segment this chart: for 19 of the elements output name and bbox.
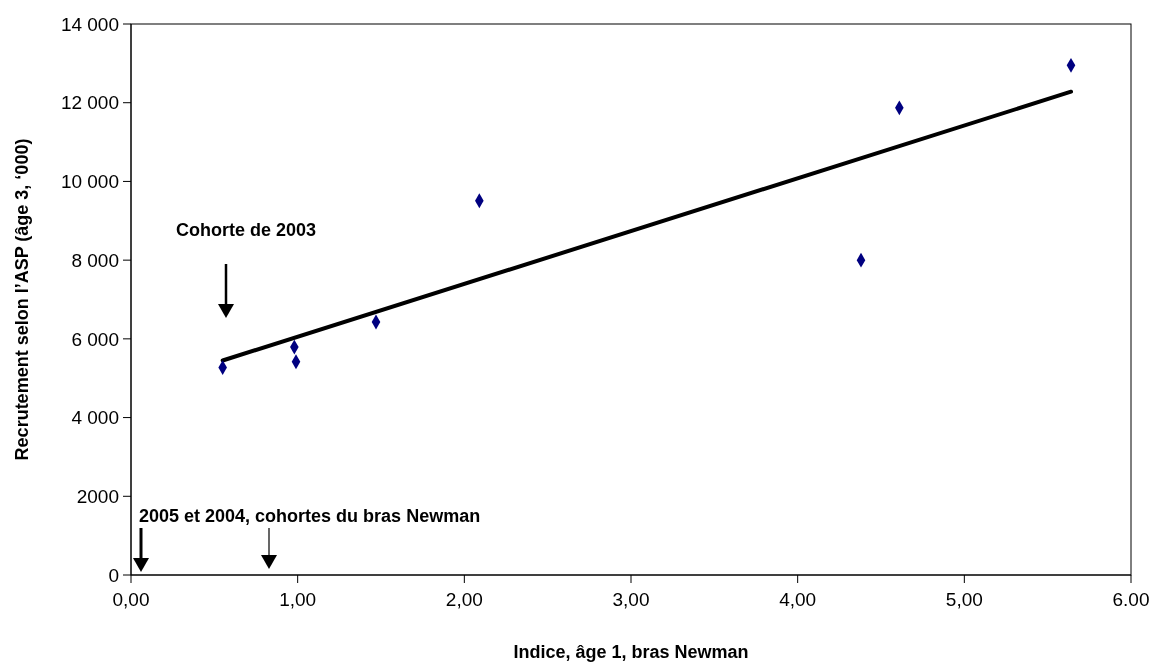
x-tick-label: 1,00 <box>279 589 317 611</box>
y-tick-label: 6 000 <box>71 328 119 350</box>
x-tick-label: 0,00 <box>112 589 150 611</box>
y-tick-label: 8 000 <box>71 249 119 271</box>
y-tick-label: 10 000 <box>60 171 119 193</box>
x-axis-title: Indice, âge 1, bras Newman <box>513 642 749 662</box>
x-tick-label: 4,00 <box>779 589 817 611</box>
y-tick-label: 2000 <box>76 486 119 508</box>
x-tick-label: 3,00 <box>612 589 650 611</box>
x-tick-label: 5,00 <box>945 589 983 611</box>
y-tick-label: 0 <box>108 564 119 586</box>
x-tick-label: 6.00 <box>1112 589 1150 611</box>
y-axis-title: Recrutement selon l’ASP (âge 3, ‘000) <box>12 138 33 461</box>
x-tick-label: 2,00 <box>445 589 483 611</box>
y-tick-label: 14 000 <box>60 13 119 35</box>
y-tick-label: 12 000 <box>60 92 119 114</box>
annotation: 2005 et 2004, cohortes du bras Newman <box>139 506 481 526</box>
annotation: Cohorte de 2003 <box>176 220 317 240</box>
y-tick-label: 4 000 <box>71 407 119 429</box>
